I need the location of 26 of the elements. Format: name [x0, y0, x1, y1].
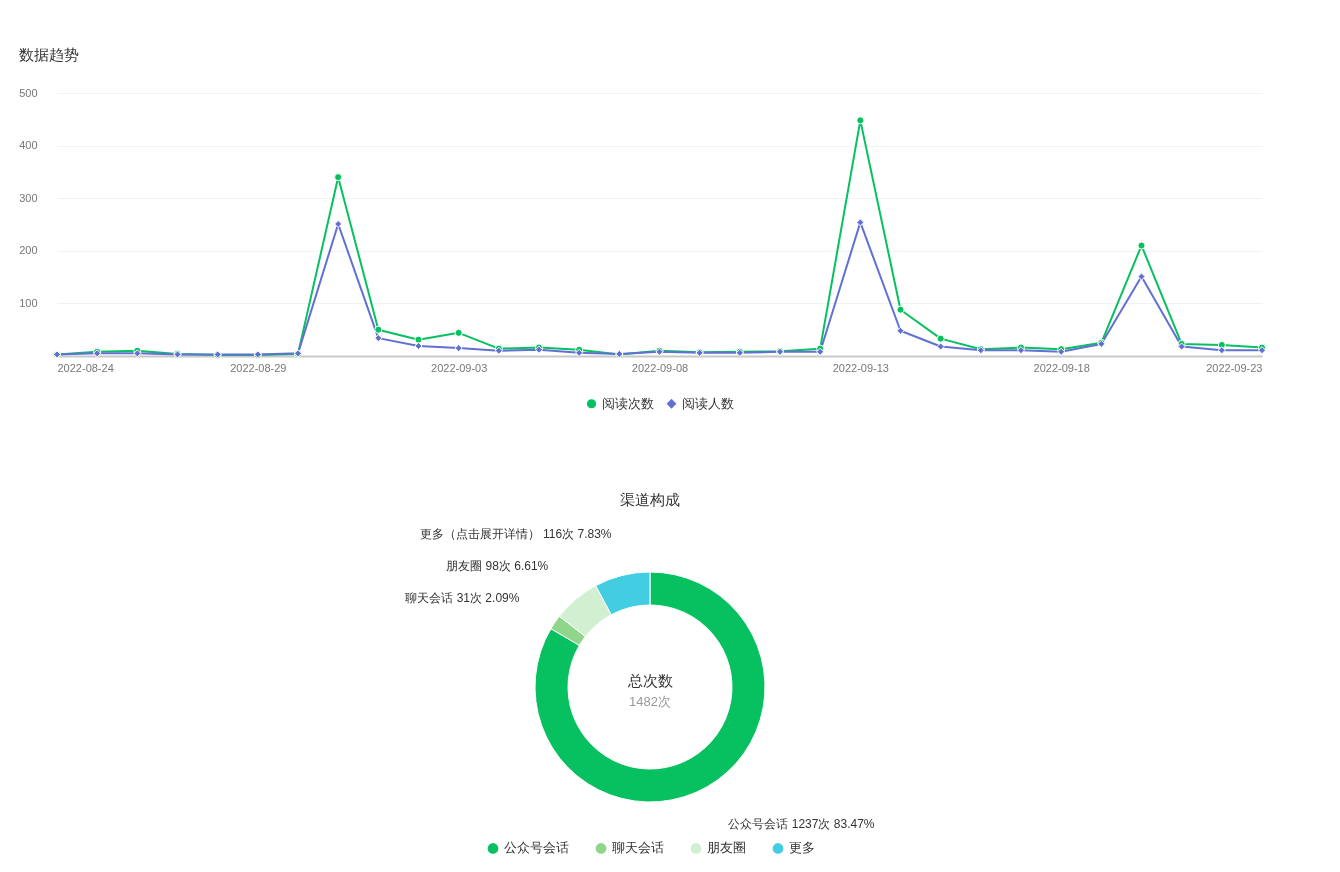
x-tick-label: 2022-09-13 — [832, 361, 889, 374]
text: 1482次 — [629, 694, 671, 709]
legend-label: 朋友圈 — [707, 840, 746, 856]
data-label: 公众号会话 1237次 83.47% — [728, 817, 875, 832]
data-label: 聊天会话 31次 2.09% — [405, 591, 520, 606]
text: 总次数 — [626, 672, 673, 689]
chart-title: 渠道构成 — [620, 490, 680, 508]
x-tick-label: 2022-09-23 — [1206, 361, 1263, 374]
chart-title: 数据趋势 — [18, 46, 79, 63]
data-label: 朋友圈 98次 6.61% — [446, 559, 549, 574]
legend-label: 更多 — [789, 840, 815, 856]
x-tick-label: 2022-08-29 — [230, 361, 287, 374]
x-tick-label: 2022-09-18 — [1033, 361, 1090, 374]
y-tick-label: 200 — [19, 244, 38, 257]
x-tick-label: 2022-09-08 — [631, 361, 689, 374]
y-tick-label: 500 — [19, 86, 38, 99]
y-tick-label: 400 — [19, 139, 38, 152]
x-tick-label: 2022-08-24 — [57, 361, 114, 374]
y-tick-label: 100 — [19, 296, 38, 309]
y-tick-label: 300 — [19, 191, 38, 204]
legend-label: 公众号会话 — [504, 840, 569, 856]
x-tick-label: 2022-09-03 — [431, 361, 488, 374]
data-label: 更多（点击展开详情） 116次 7.83% — [419, 526, 612, 541]
legend-label: 阅读次数 — [602, 395, 654, 411]
legend-label: 聊天会话 — [612, 840, 664, 856]
legend-label: 阅读人数 — [682, 395, 734, 411]
